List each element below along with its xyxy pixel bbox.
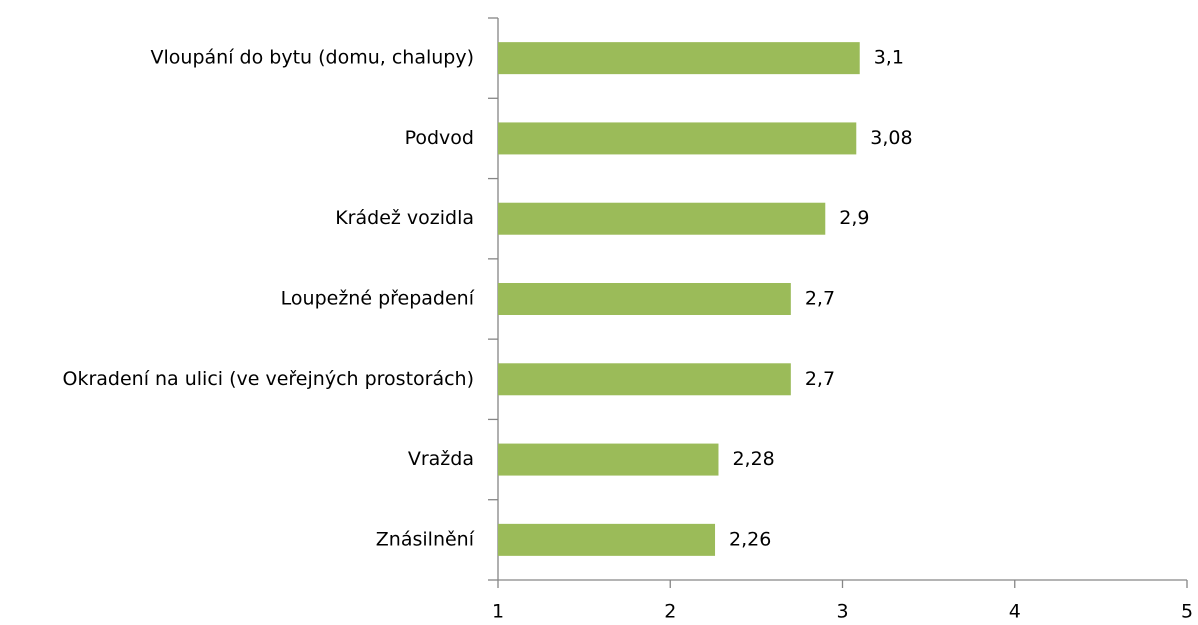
y-tick-label: Znásilnění [376, 528, 475, 550]
bar [498, 283, 791, 315]
bar [498, 443, 719, 476]
x-tick-label: 1 [492, 601, 504, 623]
y-tick-label: Krádež vozidla [335, 207, 474, 229]
bar [498, 523, 716, 556]
x-tick-label: 2 [664, 601, 676, 623]
y-tick-label: Okradení na ulici (ve veřejných prostorá… [62, 368, 474, 390]
x-tick-label: 5 [1181, 601, 1193, 623]
bar [498, 202, 826, 235]
value-label: 2,7 [805, 288, 835, 310]
value-label: 3,1 [874, 47, 904, 69]
y-tick-label: Podvod [405, 127, 474, 149]
y-tick-label: Vloupání do bytu (domu, chalupy) [151, 47, 474, 69]
value-label: 2,7 [805, 368, 835, 390]
y-tick-label: Loupežné přepadení [281, 288, 475, 310]
value-label: 3,08 [870, 127, 912, 149]
bar [498, 42, 860, 75]
x-tick-label: 3 [836, 601, 848, 623]
value-label: 2,28 [732, 448, 774, 470]
y-tick-label: Vražda [408, 448, 474, 470]
value-label: 2,9 [839, 207, 869, 229]
bar [498, 122, 857, 155]
x-tick-label: 4 [1009, 601, 1021, 623]
bar [498, 363, 791, 396]
value-label: 2,26 [729, 528, 771, 550]
